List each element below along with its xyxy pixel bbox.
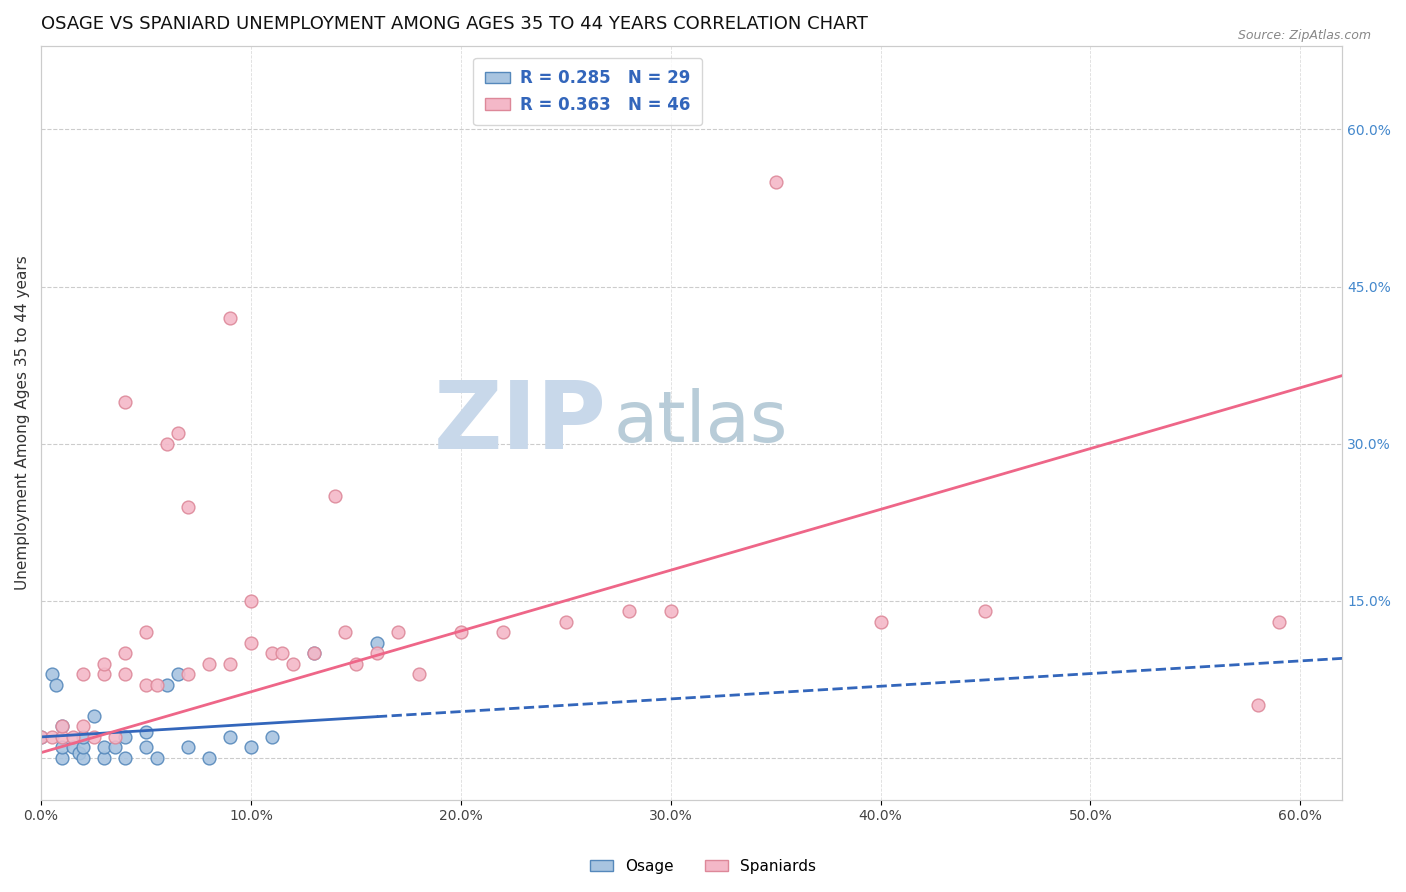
Text: OSAGE VS SPANIARD UNEMPLOYMENT AMONG AGES 35 TO 44 YEARS CORRELATION CHART: OSAGE VS SPANIARD UNEMPLOYMENT AMONG AGE… (41, 15, 868, 33)
Point (260, 646, 283, 660)
Point (240, 593, 263, 607)
Point (30, 730, 52, 744)
Point (83, 709, 105, 723)
Point (177, 740, 200, 755)
Point (62, 730, 84, 744)
Point (145, 751, 167, 765)
Point (617, 604, 640, 618)
Point (450, 625, 472, 640)
Point (344, 657, 367, 671)
Text: Source: ZipAtlas.com: Source: ZipAtlas.com (1237, 29, 1371, 42)
Point (271, 646, 294, 660)
Point (366, 635, 388, 649)
Point (72, 719, 94, 733)
Legend: Osage, Spaniards: Osage, Spaniards (583, 853, 823, 880)
Point (198, 751, 221, 765)
Point (30, 730, 52, 744)
Point (869, 615, 891, 629)
Point (72, 751, 94, 765)
Point (93, 751, 115, 765)
Point (335, 625, 357, 640)
Point (177, 667, 200, 681)
Point (67, 746, 90, 760)
Text: ZIP: ZIP (434, 376, 607, 468)
Point (145, 677, 167, 691)
Point (114, 394, 136, 409)
Point (156, 677, 179, 691)
Point (302, 646, 325, 660)
Point (974, 604, 997, 618)
Point (62, 740, 84, 755)
Point (135, 677, 157, 691)
Point (51, 751, 73, 765)
Point (240, 740, 263, 755)
Point (41, 667, 63, 681)
Point (166, 667, 188, 681)
Point (281, 657, 304, 671)
Point (83, 730, 105, 744)
Point (41, 730, 63, 744)
Point (135, 740, 157, 755)
Point (554, 615, 576, 629)
Point (323, 489, 346, 503)
Point (103, 730, 125, 744)
Point (72, 740, 94, 755)
Point (1247, 698, 1270, 713)
Point (408, 667, 430, 681)
Point (659, 604, 682, 618)
Point (198, 657, 221, 671)
Point (114, 730, 136, 744)
Point (93, 740, 115, 755)
Legend: R = 0.285   N = 29, R = 0.363   N = 46: R = 0.285 N = 29, R = 0.363 N = 46 (474, 58, 702, 126)
Point (765, 175, 787, 189)
Point (51, 730, 73, 744)
Point (103, 740, 125, 755)
Point (135, 625, 157, 640)
Point (177, 500, 200, 514)
Point (156, 436, 179, 450)
Point (72, 730, 94, 744)
Point (387, 625, 409, 640)
Point (219, 310, 242, 325)
Text: atlas: atlas (613, 388, 787, 458)
Point (72, 667, 94, 681)
Y-axis label: Unemployment Among Ages 35 to 44 years: Unemployment Among Ages 35 to 44 years (15, 255, 30, 591)
Point (114, 667, 136, 681)
Point (51, 740, 73, 755)
Point (219, 730, 242, 744)
Point (166, 426, 188, 441)
Point (366, 646, 388, 660)
Point (219, 657, 242, 671)
Point (492, 625, 515, 640)
Point (1268, 615, 1291, 629)
Point (240, 635, 263, 649)
Point (302, 646, 325, 660)
Point (114, 646, 136, 660)
Point (93, 667, 115, 681)
Point (51, 719, 73, 733)
Point (114, 751, 136, 765)
Point (45, 677, 67, 691)
Point (51, 719, 73, 733)
Point (93, 657, 115, 671)
Point (135, 724, 157, 739)
Point (260, 730, 283, 744)
